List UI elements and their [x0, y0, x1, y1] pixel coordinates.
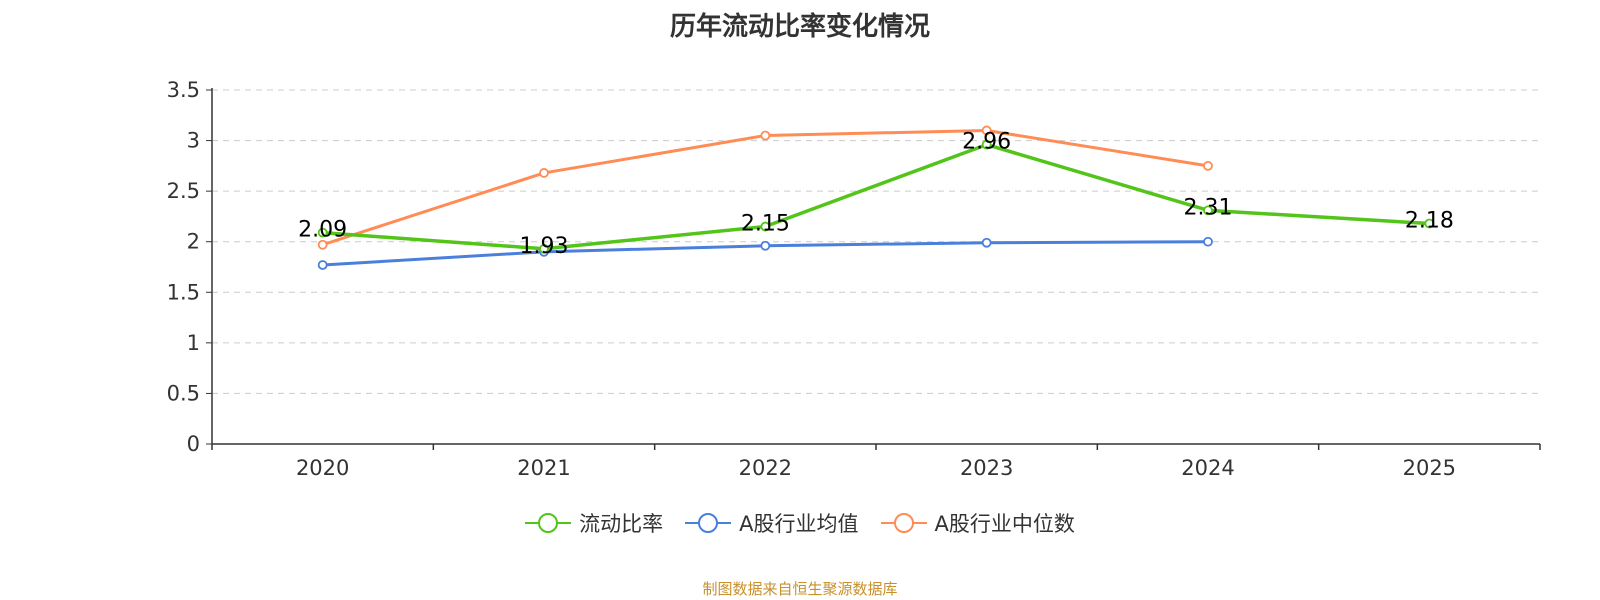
data-point [981, 125, 992, 136]
data-point [981, 237, 992, 248]
legend: 流动比率 A股行业均值 A股行业中位数 [0, 508, 1600, 538]
x-tick-label: 2021 [517, 456, 570, 480]
legend-label: A股行业中位数 [934, 512, 1075, 536]
legend-label: A股行业均值 [739, 512, 859, 536]
data-label: 2.15 [741, 212, 790, 237]
data-point [317, 227, 328, 238]
y-tick-label: 0.5 [167, 381, 200, 405]
data-source-note: 制图数据来自恒生聚源数据库 [702, 580, 898, 598]
legend-item-current-ratio[interactable]: 流动比率 [525, 508, 663, 538]
y-tick-label: 2 [187, 230, 200, 254]
x-tick-label: 2024 [1181, 456, 1234, 480]
axes: 0 0.5 1 1.5 2 2.5 3 3.5 2020 2021 2022 2023 2024 2025 [167, 78, 1541, 480]
y-tick-label: 3.5 [167, 78, 200, 102]
legend-label: 流动比率 [579, 512, 664, 536]
data-point [760, 221, 771, 232]
data-point [539, 243, 549, 254]
x-tick-label: 2025 [1403, 456, 1456, 480]
data-point [317, 260, 328, 270]
y-tick-label: 0 [187, 432, 200, 456]
data-point [1203, 160, 1213, 171]
legend-marker-icon [880, 513, 927, 533]
series-group [317, 125, 1435, 270]
line-chart: 0 0.5 1 1.5 2 2.5 3 3.5 2020 2021 2022 2023 2024 2025… [167, 78, 1541, 480]
data-point [539, 168, 549, 178]
chart-title: 历年流动比率变化情况 [669, 12, 930, 42]
y-tick-label: 1 [187, 331, 200, 355]
data-label: 2.96 [962, 130, 1011, 155]
x-tick-label: 2022 [739, 456, 792, 480]
legend-marker-icon [685, 513, 732, 533]
grid-lines [212, 89, 1540, 394]
data-point [760, 130, 771, 141]
data-label: 2.09 [298, 218, 347, 243]
data-point [981, 139, 992, 150]
y-tick-label: 3 [187, 129, 200, 153]
legend-marker-icon [525, 513, 572, 533]
data-point [317, 239, 328, 250]
data-point [1203, 236, 1213, 247]
data-label: 2.18 [1405, 209, 1454, 234]
data-label: 2.31 [1184, 195, 1233, 220]
data-point [760, 240, 771, 251]
series-line-0 [322, 142, 1430, 251]
y-tick-label: 1.5 [167, 280, 200, 304]
x-tick-label: 2023 [960, 456, 1013, 480]
data-label: 1.93 [520, 234, 569, 259]
data-point [1203, 205, 1213, 216]
x-tick-label: 2020 [296, 456, 349, 480]
data-labels: 2.09 1.93 2.15 2.96 2.31 2.18 [298, 130, 1454, 259]
legend-item-industry-mean[interactable]: A股行业均值 [685, 508, 859, 538]
y-tick-label: 2.5 [167, 179, 200, 203]
legend-item-industry-median[interactable]: A股行业中位数 [880, 508, 1075, 538]
data-point [1424, 218, 1435, 229]
